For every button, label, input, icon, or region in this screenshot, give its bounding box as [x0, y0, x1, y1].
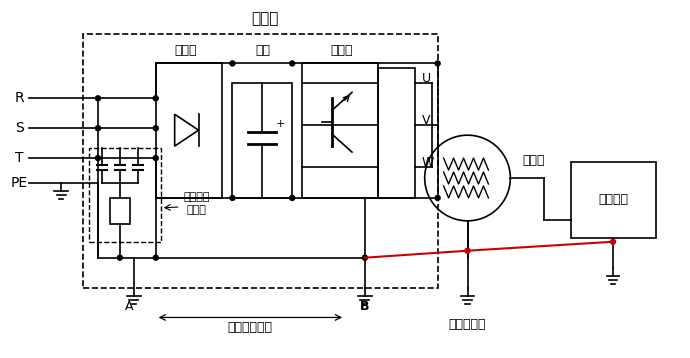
Circle shape	[117, 255, 122, 260]
Circle shape	[153, 96, 158, 101]
Text: W: W	[422, 156, 434, 169]
Text: S: S	[15, 121, 23, 135]
Circle shape	[230, 61, 235, 66]
Text: 电容: 电容	[256, 44, 270, 57]
Text: V: V	[422, 114, 430, 127]
Circle shape	[95, 96, 101, 101]
Text: U: U	[422, 72, 431, 85]
Text: T: T	[15, 151, 23, 165]
Circle shape	[290, 61, 295, 66]
Bar	[83, 34, 437, 287]
Circle shape	[153, 126, 158, 131]
Circle shape	[230, 195, 235, 200]
Bar	[571, 162, 655, 238]
Circle shape	[611, 239, 615, 244]
Circle shape	[465, 248, 470, 253]
Text: 变频器接地端: 变频器接地端	[228, 321, 273, 334]
Circle shape	[290, 195, 295, 200]
Text: 电机接地端: 电机接地端	[448, 318, 486, 331]
Bar	[110, 198, 130, 224]
Text: 感应浪涌: 感应浪涌	[184, 192, 210, 202]
Text: R: R	[14, 91, 24, 105]
Bar	[89, 148, 161, 242]
Circle shape	[95, 156, 101, 161]
Text: +: +	[275, 119, 285, 129]
Text: B: B	[360, 300, 370, 313]
Text: A: A	[125, 300, 133, 313]
Circle shape	[153, 255, 158, 260]
Bar	[233, 83, 292, 198]
Bar	[302, 63, 378, 198]
Circle shape	[435, 61, 440, 66]
Text: 滤波器: 滤波器	[186, 205, 206, 215]
Text: 整流桥: 整流桥	[175, 44, 197, 57]
Text: PE: PE	[11, 176, 28, 190]
Circle shape	[153, 156, 158, 161]
Text: 逃变桥: 逃变桥	[331, 44, 353, 57]
Bar	[156, 63, 222, 198]
Text: 变频器: 变频器	[252, 11, 279, 26]
Circle shape	[435, 195, 440, 200]
Circle shape	[95, 126, 101, 131]
Text: 机械设备: 机械设备	[598, 193, 628, 207]
Bar	[378, 68, 415, 198]
Circle shape	[362, 255, 367, 260]
Text: 电动机: 电动机	[522, 154, 545, 166]
